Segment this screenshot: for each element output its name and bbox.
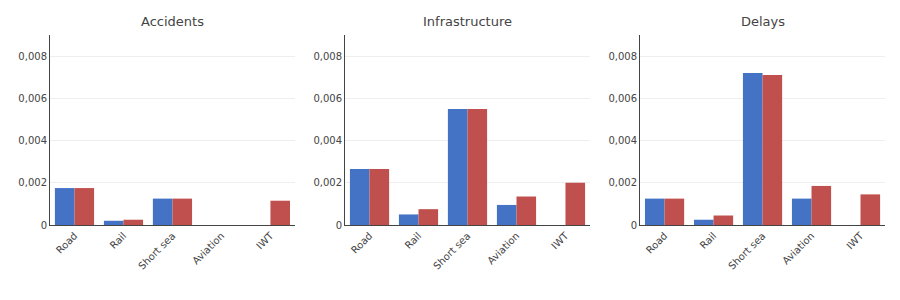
svg-text:0,004: 0,004	[313, 135, 342, 146]
svg-text:Road: Road	[349, 230, 375, 256]
svg-text:Rail: Rail	[403, 230, 424, 251]
svg-text:0,004: 0,004	[18, 135, 47, 146]
svg-text:0: 0	[336, 220, 342, 231]
svg-text:0: 0	[631, 220, 637, 231]
svg-text:Aviation: Aviation	[190, 230, 226, 266]
svg-text:IWT: IWT	[549, 230, 571, 252]
svg-text:0,008: 0,008	[18, 51, 47, 62]
svg-text:0,002: 0,002	[313, 177, 342, 188]
svg-text:0,006: 0,006	[18, 93, 47, 104]
svg-text:Aviation: Aviation	[780, 230, 816, 266]
svg-text:Short sea: Short sea	[431, 230, 472, 271]
svg-text:IWT: IWT	[254, 230, 276, 252]
svg-text:Road: Road	[54, 230, 80, 256]
svg-text:Delays: Delays	[741, 14, 785, 29]
svg-text:Aviation: Aviation	[485, 230, 521, 266]
svg-text:Short sea: Short sea	[136, 230, 177, 271]
svg-text:0,006: 0,006	[608, 93, 637, 104]
svg-text:IWT: IWT	[844, 230, 866, 252]
svg-text:0,002: 0,002	[18, 177, 47, 188]
svg-text:0: 0	[41, 220, 47, 231]
svg-text:0,008: 0,008	[313, 51, 342, 62]
svg-text:0,006: 0,006	[313, 93, 342, 104]
svg-text:0,002: 0,002	[608, 177, 637, 188]
svg-text:Road: Road	[644, 230, 670, 256]
svg-text:0,004: 0,004	[608, 135, 637, 146]
svg-text:Accidents: Accidents	[141, 14, 204, 29]
svg-text:Infrastructure: Infrastructure	[423, 14, 512, 29]
svg-text:Rail: Rail	[698, 230, 719, 251]
svg-text:Rail: Rail	[108, 230, 129, 251]
svg-text:0,008: 0,008	[608, 51, 637, 62]
svg-text:Short sea: Short sea	[726, 230, 767, 271]
